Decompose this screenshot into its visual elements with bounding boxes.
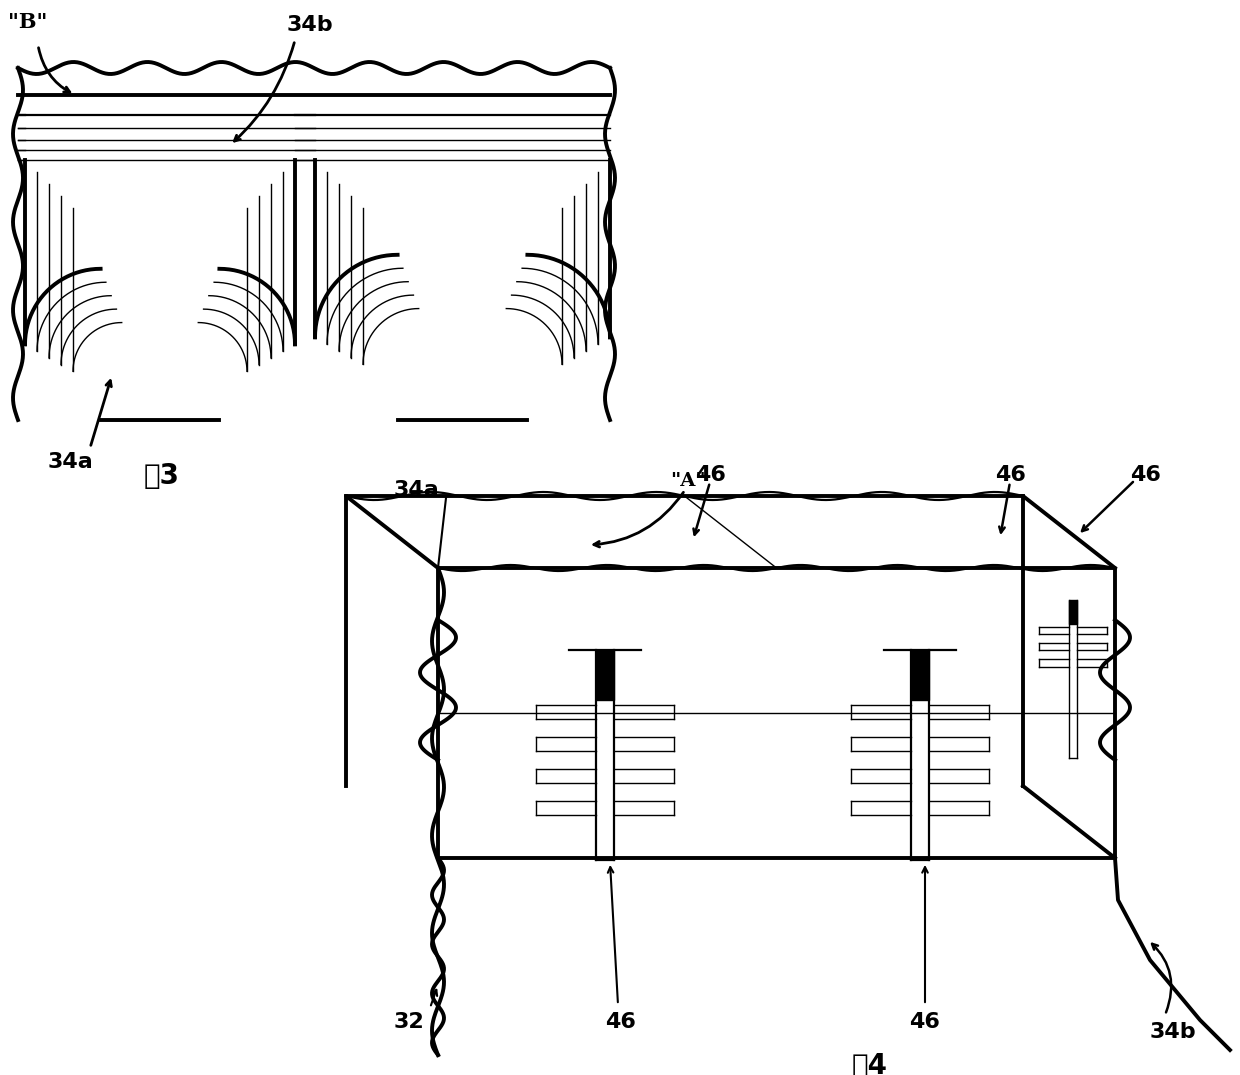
Polygon shape	[1069, 600, 1078, 623]
Text: 46: 46	[1130, 465, 1161, 485]
Text: "B": "B"	[7, 12, 47, 32]
Text: 46: 46	[910, 1012, 940, 1032]
Text: "A": "A"	[670, 472, 706, 490]
Text: 32: 32	[394, 1012, 425, 1032]
Text: 34b: 34b	[1149, 1022, 1197, 1042]
Polygon shape	[596, 650, 614, 700]
Text: 34b: 34b	[286, 15, 334, 35]
Polygon shape	[911, 650, 929, 700]
Text: 图3: 图3	[144, 462, 180, 490]
Text: 34a: 34a	[394, 481, 440, 500]
Text: 46: 46	[994, 465, 1025, 485]
Text: 34a: 34a	[48, 452, 94, 472]
Text: 图4: 图4	[852, 1052, 888, 1075]
Text: 46: 46	[605, 1012, 635, 1032]
Text: 46: 46	[694, 465, 725, 485]
